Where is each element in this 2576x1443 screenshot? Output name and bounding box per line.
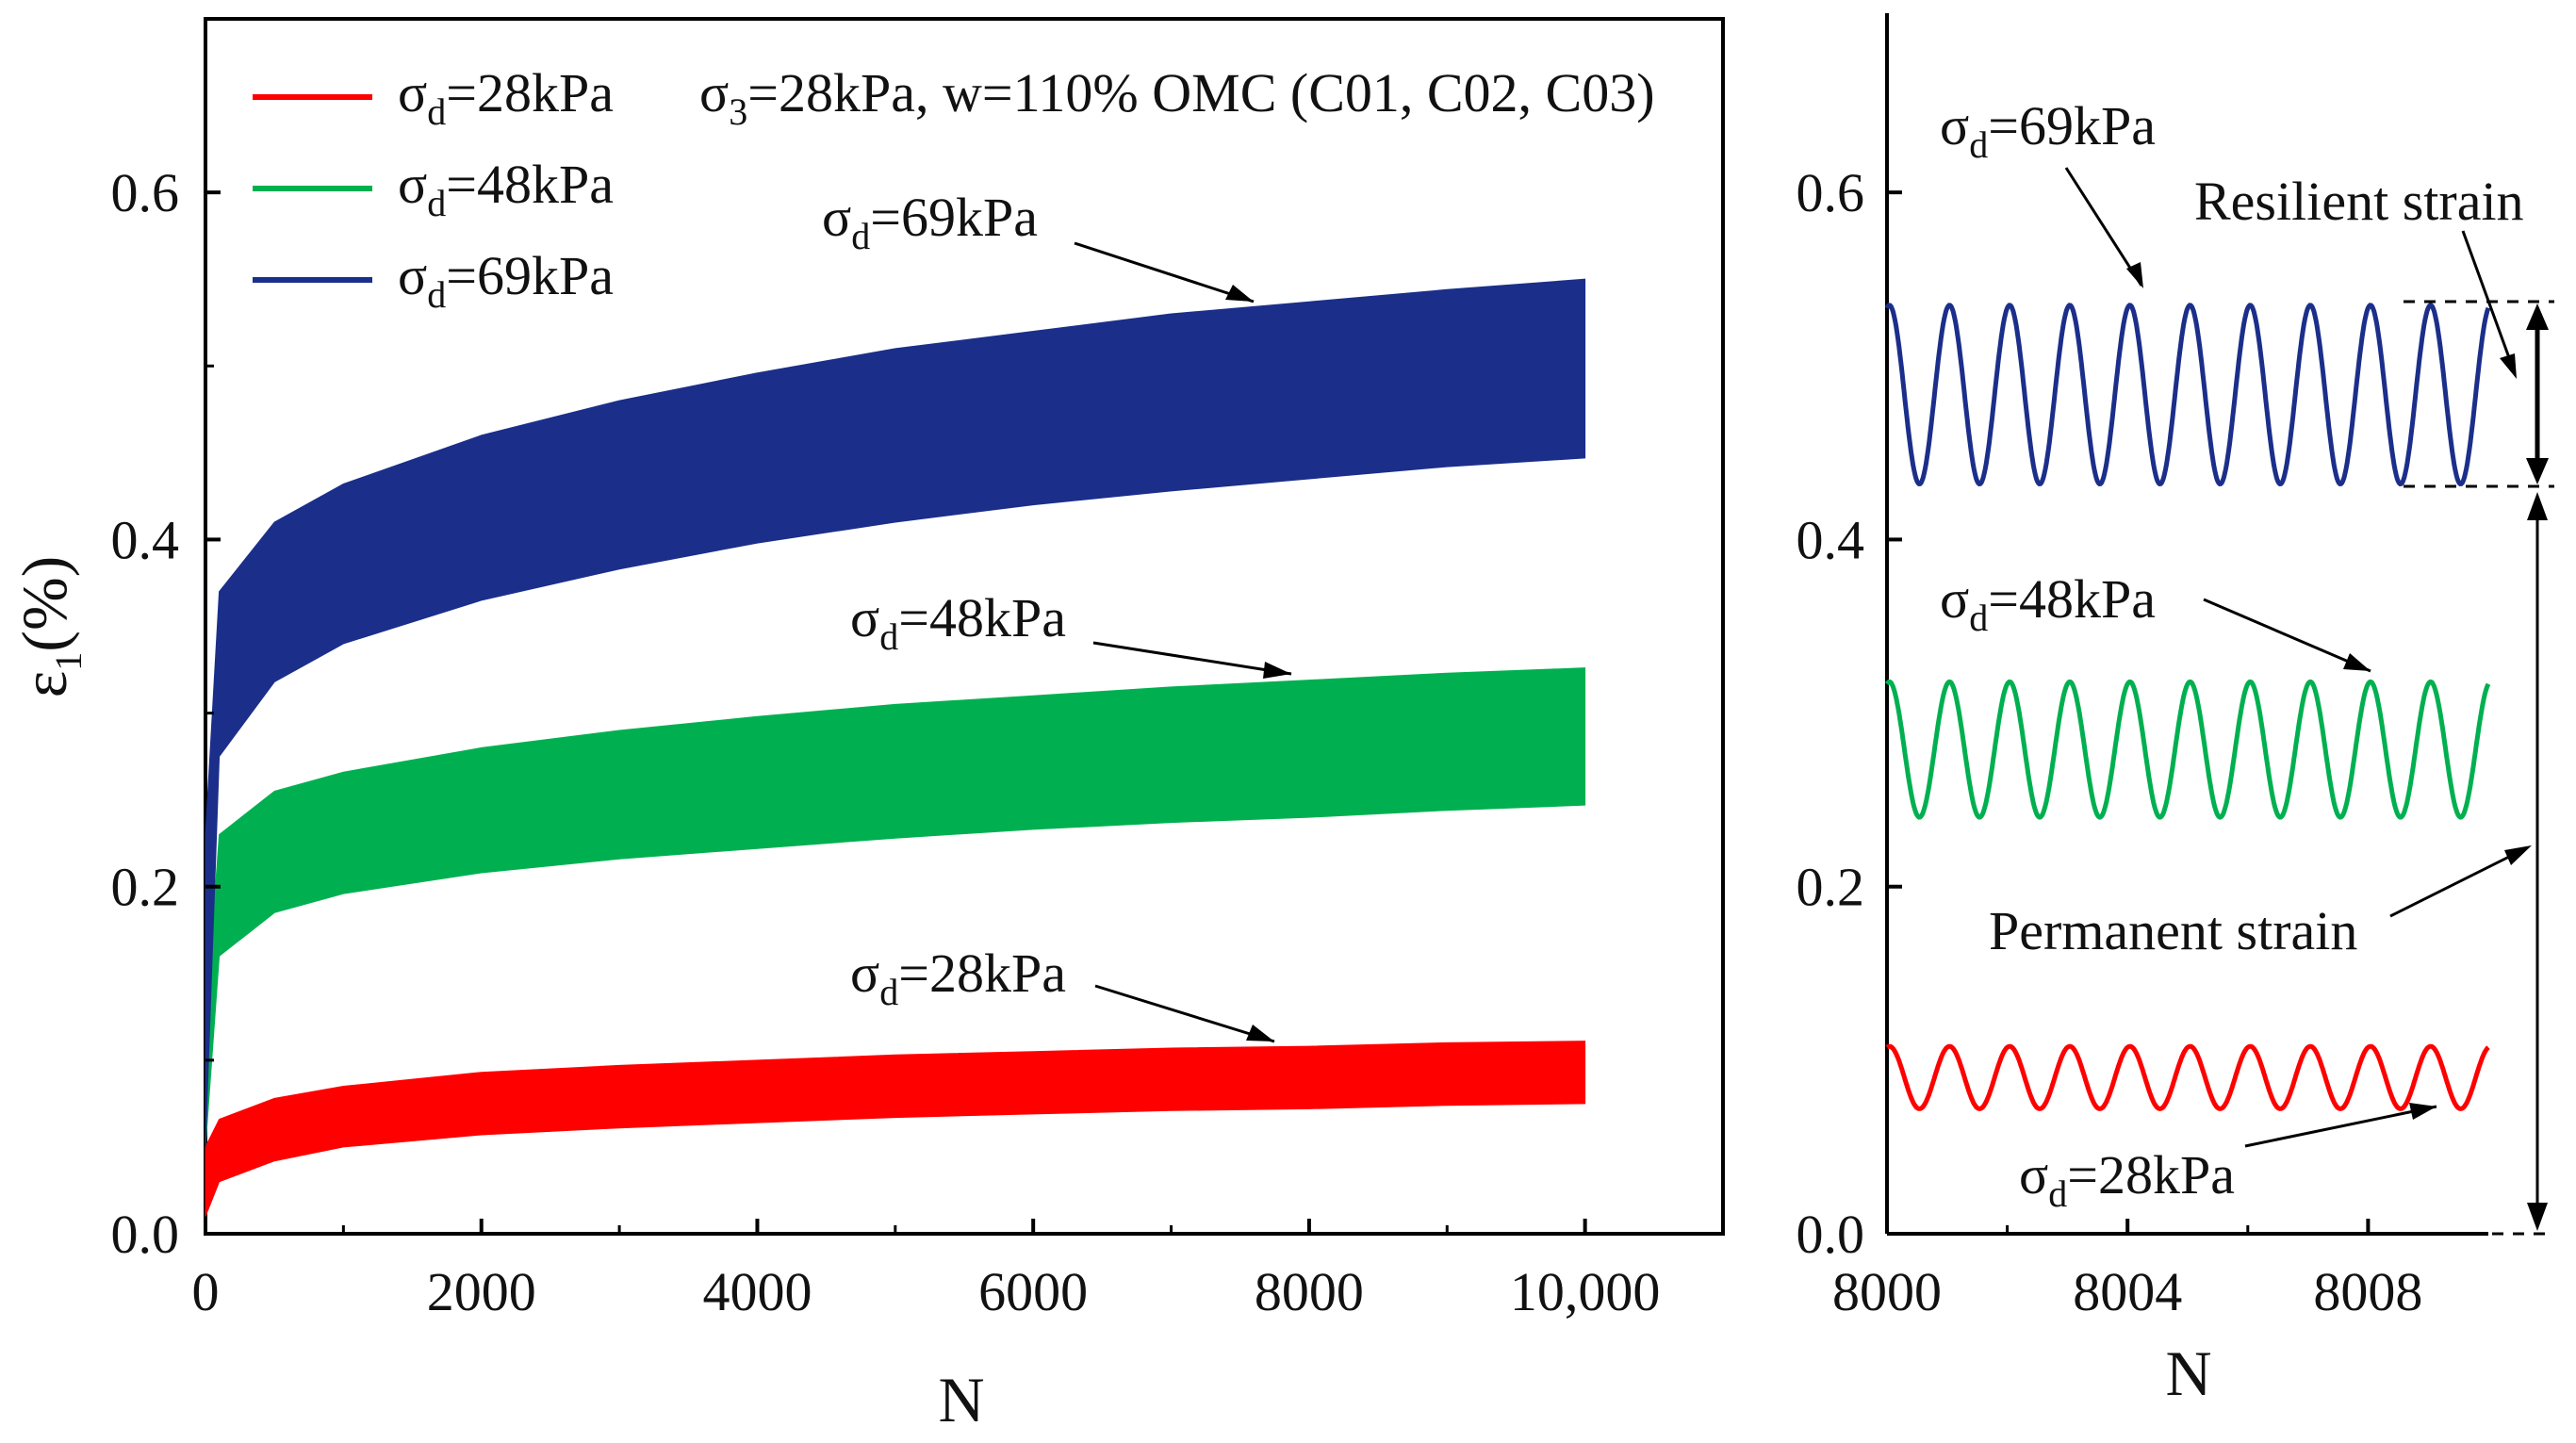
right-annotation-48kpa-arrow <box>2203 598 2371 673</box>
right-annotation-69kpa: σd=69kPa <box>1940 95 2156 288</box>
left-x-tick-label: 10,000 <box>1510 1261 1661 1322</box>
wave-28kpa <box>1885 1043 2490 1111</box>
right-y-tick-label: 0.6 <box>1797 162 1865 223</box>
right-x-tick-label: 8008 <box>2313 1261 2422 1322</box>
wave-69kpa <box>1884 303 2491 486</box>
left-y-axis-title: ε1(%) <box>8 556 90 698</box>
left-axes: 0 2000 4000 6000 8000 10,000 0.0 0.2 0.4 0.6 <box>111 162 1661 1322</box>
wave-48kpa <box>1884 679 2491 820</box>
right-annotation-69kpa-label: σd=69kPa <box>1940 95 2156 166</box>
right-annotation-69kpa-arrow <box>2064 167 2143 287</box>
resilient-bracket-bottom-head <box>2526 458 2549 484</box>
right-y-tick-label: 0.4 <box>1797 509 1865 570</box>
annotation-48kpa-arrowhead <box>1263 662 1291 679</box>
right-annotation-28kpa-label: σd=28kPa <box>2019 1144 2235 1215</box>
right-annotation-48kpa-arrowhead <box>2343 653 2371 671</box>
left-y-tick-label: 0.0 <box>111 1204 180 1265</box>
left-y-tick-label: 0.2 <box>111 857 180 918</box>
annotation-48kpa: σd=48kPa <box>850 587 1292 679</box>
annotation-69kpa-arrowhead <box>1225 285 1254 302</box>
legend-label-28kpa: σd=28kPa <box>398 62 614 133</box>
right-y-tick-label: 0.0 <box>1797 1204 1865 1265</box>
right-annotation-28kpa: σd=28kPa <box>2019 1103 2437 1215</box>
annotation-69kpa: σd=69kPa <box>822 187 1255 303</box>
annotation-48kpa-label: σd=48kPa <box>850 587 1066 658</box>
permanent-strain-annotation: Permanent strain <box>1989 492 2554 1236</box>
annotation-28kpa: σd=28kPa <box>850 943 1275 1043</box>
annotation-28kpa-arrow <box>1094 984 1275 1043</box>
right-axes: 8000 8004 8008 0.0 0.2 0.4 0.6 <box>1797 162 2423 1322</box>
band-48kpa <box>205 667 1586 1147</box>
left-x-tick-label: 6000 <box>978 1261 1088 1322</box>
left-y-tick-label: 0.4 <box>111 509 180 570</box>
annotation-69kpa-label: σd=69kPa <box>822 187 1038 257</box>
band-69kpa <box>205 278 1586 1147</box>
legend-label-69kpa: σd=69kPa <box>398 245 614 316</box>
annotation-69kpa-arrow <box>1074 241 1255 303</box>
resilient-strain-label: Resilient strain <box>2194 171 2524 232</box>
legend-item-48kpa: σd=48kPa <box>253 154 614 224</box>
left-x-tick-label: 2000 <box>427 1261 536 1322</box>
permanent-bracket-top-head <box>2527 492 2548 520</box>
chart-subtitle: σ3=28kPa, w=110% OMC (C01, C02, C03) <box>699 62 1655 133</box>
resilient-strain-annotation: Resilient strain <box>2194 171 2554 488</box>
permanent-strain-pointer-head <box>2504 845 2532 865</box>
right-annotation-48kpa-label: σd=48kPa <box>1940 568 2156 639</box>
right-y-tick-label: 0.2 <box>1797 857 1865 918</box>
permanent-bracket-bottom-head <box>2527 1203 2548 1231</box>
band-28kpa <box>205 1041 1586 1217</box>
permanent-strain-pointer <box>2389 846 2527 918</box>
resilient-bracket-top-head <box>2526 303 2549 330</box>
annotation-28kpa-arrowhead <box>1246 1025 1274 1041</box>
legend-item-69kpa: σd=69kPa <box>253 245 614 316</box>
annotation-28kpa-label: σd=28kPa <box>850 943 1066 1013</box>
right-x-axis-title: N <box>2165 1337 2211 1409</box>
legend-label-48kpa: σd=48kPa <box>398 154 614 224</box>
right-waves <box>1884 303 2491 1111</box>
annotation-48kpa-arrow <box>1092 641 1292 676</box>
left-x-tick-label: 4000 <box>702 1261 812 1322</box>
right-annotation-28kpa-arrowhead <box>2409 1103 2437 1120</box>
right-x-tick-label: 8000 <box>1832 1261 1942 1322</box>
legend: σd=28kPa σd=48kPa σd=69kPa <box>253 62 614 316</box>
legend-item-28kpa: σd=28kPa <box>253 62 614 133</box>
resilient-strain-pointer-head <box>2500 353 2517 379</box>
left-plot-frame <box>204 17 1725 1236</box>
right-annotation-28kpa-arrow <box>2244 1105 2437 1148</box>
left-data-bands <box>205 278 1586 1217</box>
left-x-tick-label: 0 <box>192 1261 220 1322</box>
right-annotation-48kpa: σd=48kPa <box>1940 568 2371 673</box>
right-annotation-69kpa-arrowhead <box>2126 262 2143 288</box>
right-x-tick-label: 8004 <box>2073 1261 2182 1322</box>
left-x-axis-title: N <box>938 1364 984 1435</box>
left-x-tick-label: 8000 <box>1255 1261 1364 1322</box>
left-y-tick-label: 0.6 <box>111 162 180 223</box>
permanent-strain-label: Permanent strain <box>1989 900 2357 961</box>
